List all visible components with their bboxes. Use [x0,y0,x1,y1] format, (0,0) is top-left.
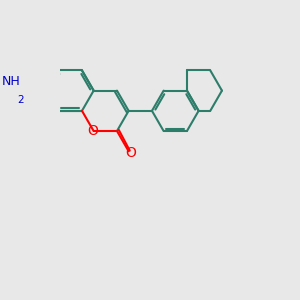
Text: 2: 2 [17,95,24,105]
Text: NH: NH [2,75,21,88]
Text: O: O [125,146,136,160]
Text: O: O [87,124,98,138]
